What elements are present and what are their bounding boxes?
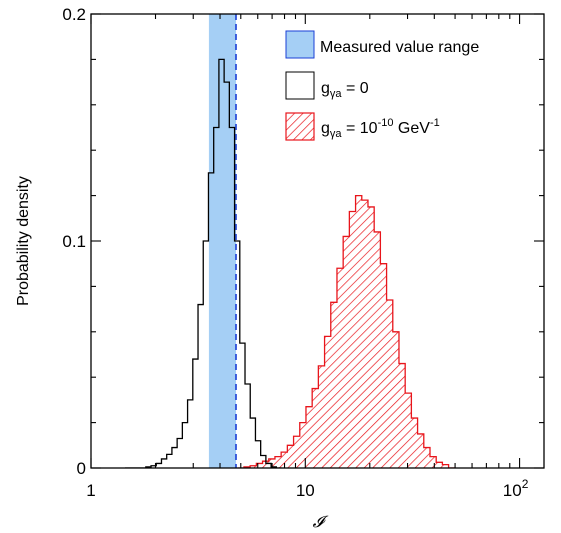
legend: Measured value range gγa = 0 gγa = 10-10…	[285, 30, 479, 141]
x-tick-label: 10	[296, 481, 315, 500]
legend-swatch-null	[285, 71, 315, 100]
legend-swatch-measured	[285, 30, 315, 59]
measured-range-band	[208, 14, 237, 468]
x-axis-tick-labels: 1 10 102	[86, 477, 528, 500]
legend-swatch-alp	[285, 112, 315, 141]
histogram-null	[124, 58, 282, 468]
histogram-alp	[237, 194, 455, 468]
x-tick-label: 102	[503, 477, 529, 500]
y-axis-label: Probability density	[15, 176, 32, 306]
x-axis-label: 𝓘	[313, 514, 329, 531]
y-tick-label: 0	[77, 459, 86, 478]
y-tick-label: 0.1	[62, 232, 86, 251]
legend-label-alp: gγa = 10-10 GeV-1	[321, 117, 440, 140]
legend-label-null: gγa = 0	[321, 80, 369, 100]
y-tick-label: 0.2	[62, 5, 86, 24]
x-axis-ticks	[90, 14, 521, 468]
x-tick-label: 1	[86, 481, 95, 500]
y-axis-ticks	[91, 13, 544, 469]
y-axis-tick-labels: 0 0.1 0.2	[62, 5, 86, 478]
plot-area	[124, 14, 455, 468]
legend-label-measured: Measured value range	[320, 39, 479, 56]
